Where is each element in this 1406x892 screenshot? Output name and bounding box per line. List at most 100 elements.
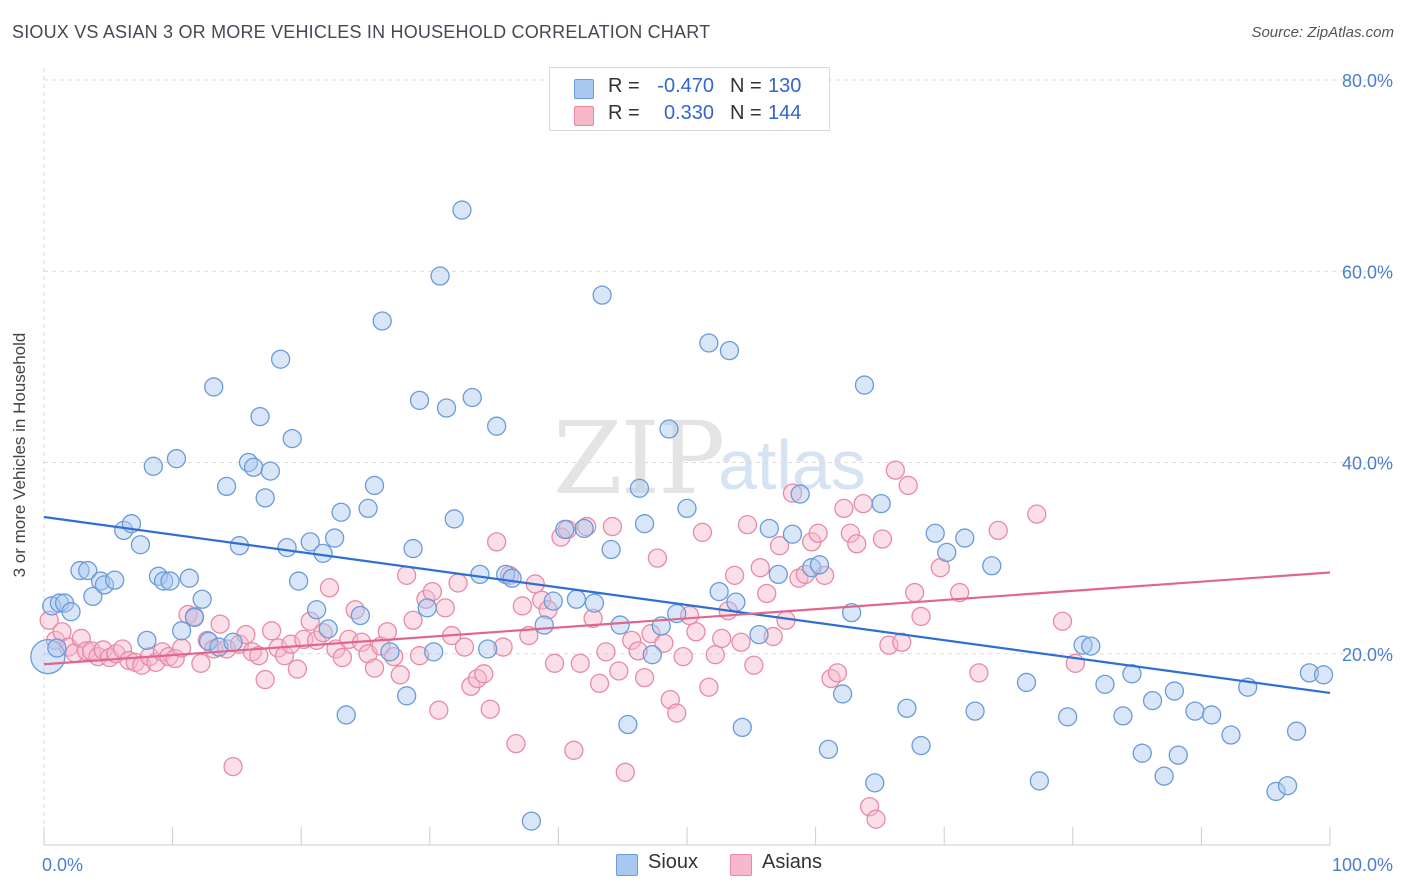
- data-point: [709, 581, 729, 602]
- data-point: [409, 390, 430, 410]
- data-point: [470, 564, 490, 585]
- data-point: [83, 586, 103, 607]
- data-point: [790, 484, 810, 504]
- y-tick-label: 60.0%: [1342, 262, 1393, 282]
- data-point: [403, 538, 423, 559]
- data-point: [865, 773, 885, 793]
- data-point: [904, 582, 925, 603]
- data-point: [364, 658, 385, 678]
- data-point: [982, 556, 1002, 576]
- data-point: [210, 614, 230, 634]
- data-point: [288, 571, 309, 591]
- data-point: [166, 449, 187, 469]
- data-point: [602, 516, 623, 537]
- data-point: [76, 641, 97, 661]
- data-point: [724, 565, 745, 585]
- data-point: [1016, 672, 1037, 693]
- y-tick-label: 80.0%: [1342, 71, 1393, 91]
- data-point: [78, 560, 98, 581]
- legend: R = -0.470 N = 130 R = 0.330 N = 144: [549, 67, 830, 131]
- data-point: [502, 568, 522, 588]
- data-point: [731, 632, 751, 652]
- data-point: [171, 638, 192, 658]
- data-point: [726, 592, 746, 612]
- data-point: [566, 589, 587, 609]
- data-point: [277, 537, 297, 558]
- data-point: [866, 809, 886, 829]
- data-point: [534, 615, 554, 635]
- source-label: Source: ZipAtlas.com: [1251, 24, 1394, 41]
- legend-r-label: R =: [608, 102, 640, 124]
- data-point: [94, 575, 115, 595]
- legend-r-value: 0.330: [663, 102, 714, 124]
- legend-n-value: 130: [768, 75, 802, 97]
- data-point: [769, 536, 790, 556]
- data-point: [462, 387, 482, 408]
- data-point: [461, 676, 481, 696]
- data-point: [750, 558, 770, 578]
- trend-line-sioux: [43, 515, 1331, 695]
- data-point: [250, 406, 270, 427]
- data-point: [1113, 706, 1133, 726]
- legend-n-label: N =: [730, 75, 762, 97]
- data-point: [137, 630, 157, 651]
- data-point: [487, 416, 507, 436]
- data-point: [705, 645, 725, 665]
- data-point: [1286, 721, 1307, 741]
- x-tick-label: 100.0%: [1332, 855, 1393, 875]
- data-point: [1132, 743, 1152, 763]
- data-point: [430, 266, 450, 286]
- data-point: [911, 606, 931, 627]
- data-point: [192, 589, 212, 609]
- data-point: [198, 631, 219, 651]
- data-point: [885, 460, 905, 480]
- data-point: [1073, 635, 1093, 655]
- data-point: [71, 628, 91, 649]
- data-point: [1081, 636, 1101, 656]
- legend-swatch-sioux: [574, 79, 594, 99]
- data-point: [832, 684, 853, 704]
- data-point: [61, 602, 81, 622]
- legend-r-label: R =: [608, 75, 640, 97]
- data-point: [47, 638, 67, 658]
- data-point: [300, 532, 320, 552]
- data-point: [667, 703, 687, 723]
- data-point: [615, 762, 635, 782]
- data-point: [809, 555, 830, 575]
- data-point: [768, 564, 788, 585]
- data-point: [609, 661, 629, 681]
- data-point: [808, 523, 828, 543]
- data-point: [261, 621, 282, 641]
- bottom-legend-swatch-asians: [730, 854, 752, 876]
- chart-title: SIOUX VS ASIAN 3 OR MORE VEHICLES IN HOU…: [12, 22, 711, 42]
- data-point: [641, 624, 661, 644]
- data-point: [719, 340, 740, 361]
- data-point: [592, 285, 612, 305]
- data-point: [1052, 611, 1073, 631]
- legend-swatch-asians: [574, 106, 594, 126]
- data-point: [589, 673, 610, 694]
- data-point: [1221, 725, 1241, 745]
- data-point: [179, 568, 199, 588]
- data-point: [153, 571, 174, 591]
- data-point: [1095, 674, 1115, 694]
- data-point: [872, 529, 893, 549]
- data-point: [763, 626, 783, 647]
- data-point: [380, 642, 400, 662]
- legend-n-value: 144: [768, 102, 802, 124]
- data-point: [699, 677, 719, 697]
- data-point: [480, 699, 500, 719]
- data-point: [358, 498, 378, 519]
- data-point: [642, 645, 662, 665]
- legend-n-label: N =: [730, 102, 762, 124]
- data-point: [452, 200, 472, 220]
- data-point: [350, 605, 371, 626]
- data-point: [70, 560, 90, 581]
- data-point: [223, 632, 243, 652]
- data-point: [570, 653, 590, 673]
- data-point: [454, 637, 475, 657]
- data-point: [424, 642, 444, 662]
- data-point: [417, 598, 437, 618]
- data-point: [744, 655, 764, 675]
- series-sioux-points: [30, 200, 1334, 831]
